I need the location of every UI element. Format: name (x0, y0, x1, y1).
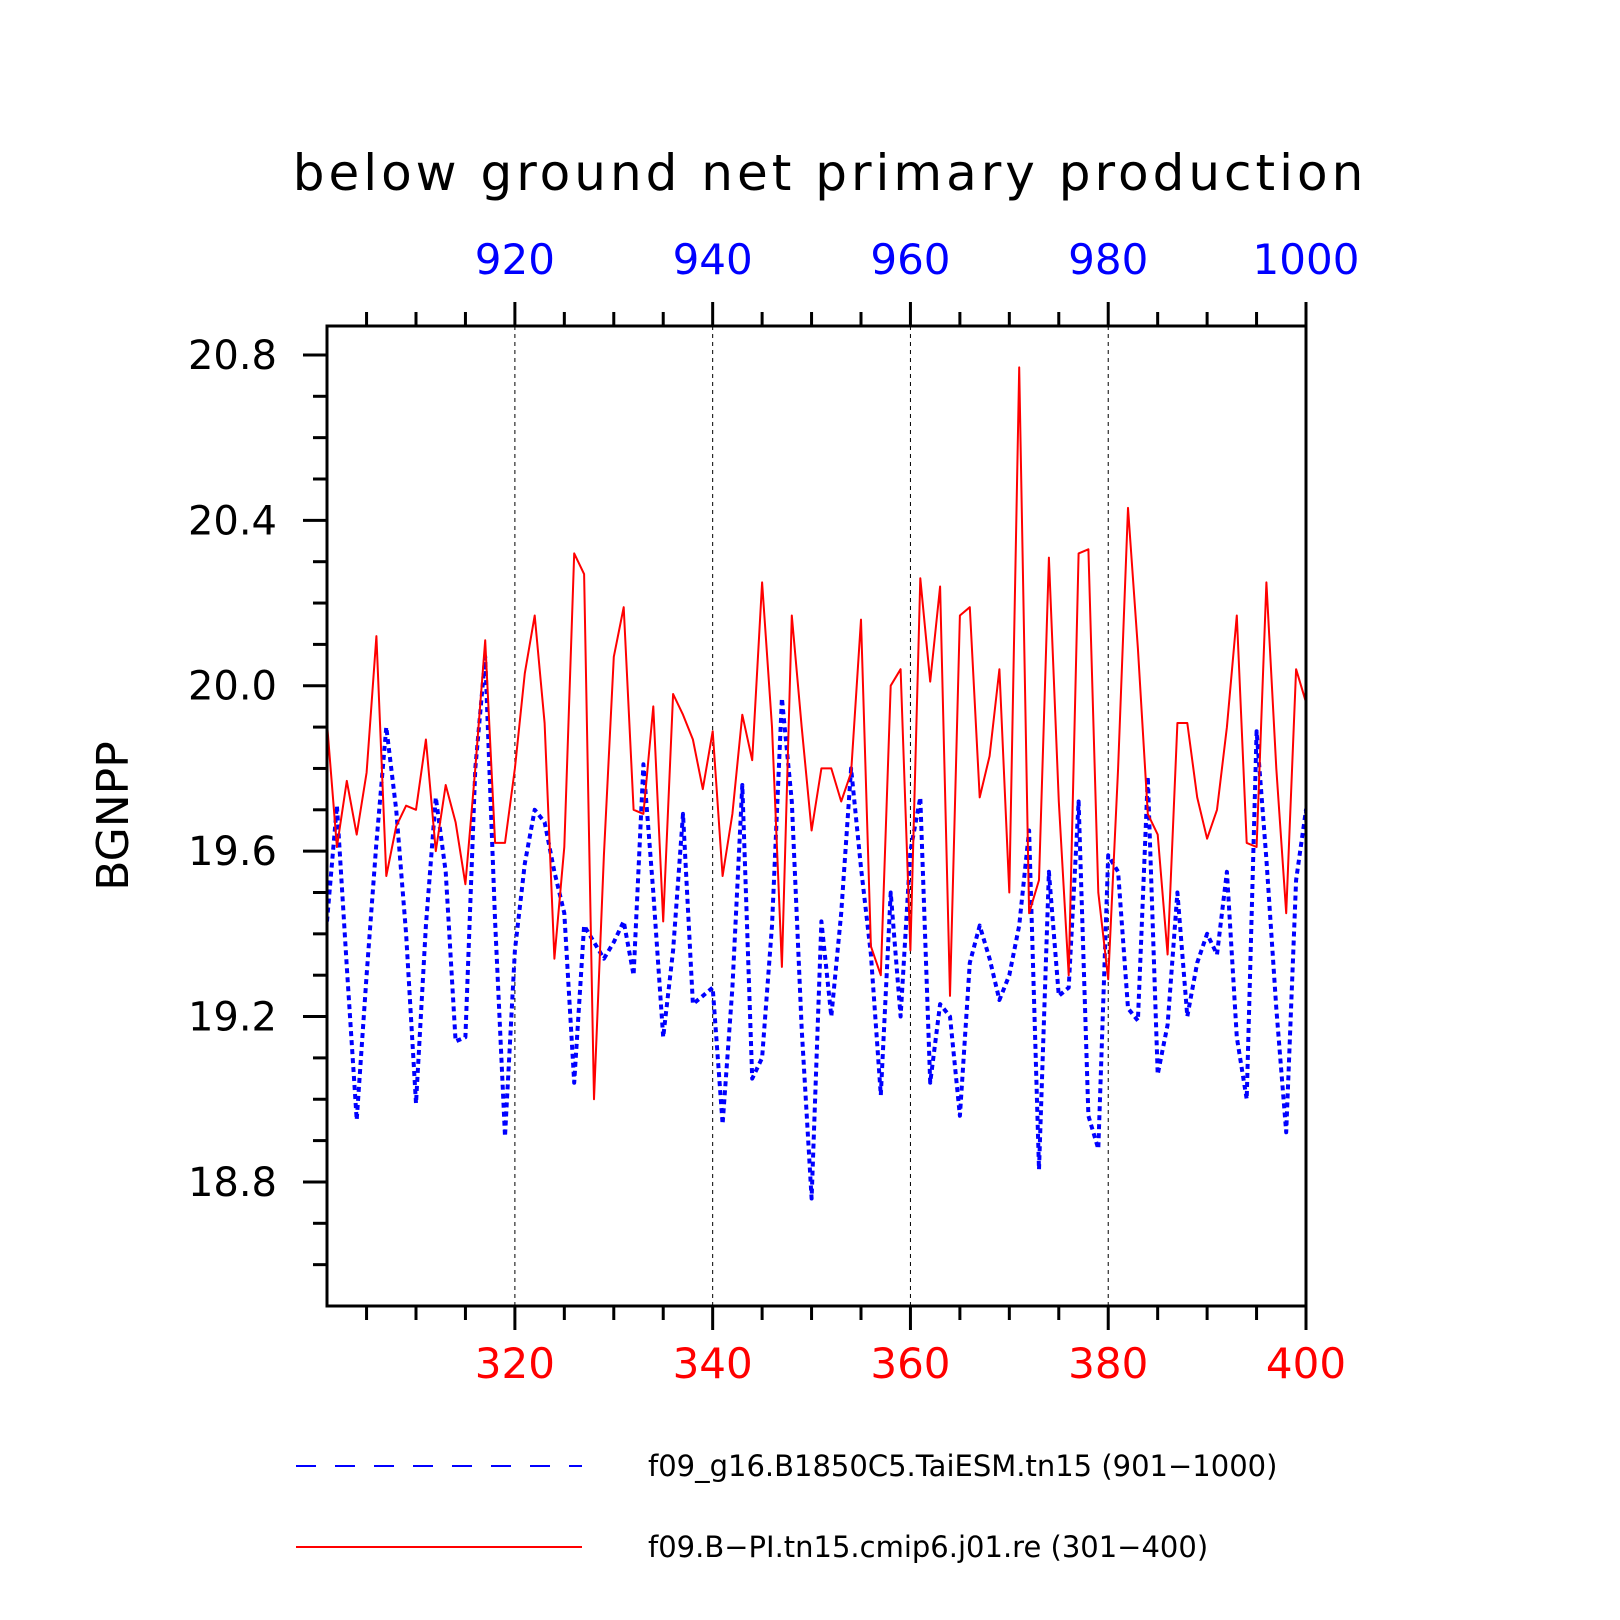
x-bottom-tick-label: 360 (870, 1339, 950, 1388)
grid-lines (514, 326, 1109, 1306)
series-layer (327, 366, 1306, 1201)
y-tick-label: 20.8 (188, 333, 277, 379)
x-top-tick-label: 1000 (1253, 235, 1360, 284)
plot-frame (325, 324, 1308, 1308)
y-tick-label: 20.0 (188, 664, 277, 710)
tick-labels: 320 340 360 380 400 920 940 960 980 1000 20.8 20.4 2… (188, 235, 1360, 1388)
legend-label: f09_g16.B1850C5.TaiESM.tn15 (901−1000) (648, 1449, 1277, 1483)
y-tick-label: 18.8 (188, 1160, 277, 1206)
x-bottom-tick-label: 340 (673, 1339, 753, 1388)
y-axis-label: BGNPP (88, 741, 139, 891)
series-line-cmip6 (327, 366, 1306, 1101)
y-tick-label: 19.2 (188, 995, 277, 1041)
axis-ticks (303, 302, 1308, 1330)
x-top-tick-label: 960 (870, 235, 950, 284)
y-tick-label: 19.6 (188, 829, 277, 875)
x-bottom-tick-label: 400 (1266, 1339, 1346, 1388)
legend: f09_g16.B1850C5.TaiESM.tn15 (901−1000) f0… (296, 1449, 1277, 1564)
x-bottom-tick-label: 380 (1068, 1339, 1148, 1388)
x-bottom-tick-label: 320 (475, 1339, 555, 1388)
x-top-tick-label: 920 (475, 235, 555, 284)
legend-label: f09.B−PI.tn15.cmip6.j01.re (301−400) (648, 1530, 1208, 1564)
y-tick-label: 20.4 (188, 498, 277, 544)
chart-title: below ground net primary production (293, 144, 1368, 202)
x-top-tick-label: 940 (673, 235, 753, 284)
x-top-tick-label: 980 (1068, 235, 1148, 284)
series-line-taiesm (327, 654, 1306, 1201)
